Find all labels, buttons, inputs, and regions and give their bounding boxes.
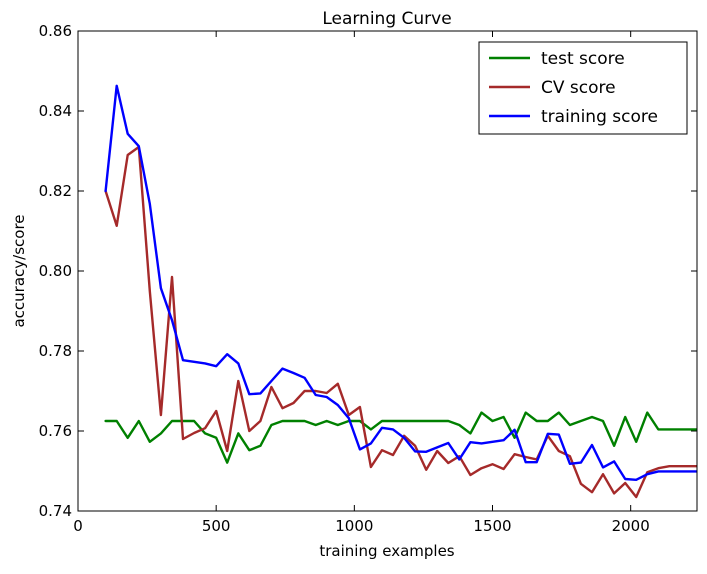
y-tick-label: 0.74	[39, 502, 72, 520]
y-tick-label: 0.82	[39, 182, 72, 200]
x-tick-label: 2000	[612, 517, 650, 535]
x-tick-label: 0	[73, 517, 83, 535]
series-lines	[104, 84, 697, 499]
series-line-test-score	[104, 411, 697, 464]
y-tick-label: 0.86	[39, 22, 72, 40]
y-tick-label: 0.80	[39, 262, 72, 280]
x-axis-label: training examples	[319, 542, 454, 560]
chart-title: Learning Curve	[322, 9, 451, 29]
y-tick-label: 0.76	[39, 422, 72, 440]
y-tick-label: 0.84	[39, 102, 72, 120]
series-line-cv-score	[104, 145, 697, 499]
plot-frame	[77, 30, 698, 512]
axis-ticks: 0 500 1000 1500 2000 0.74 0.76 0.78 0.80 0.82 0.84…	[39, 22, 697, 535]
legend-label: CV score	[541, 78, 616, 98]
x-tick-label: 1500	[473, 517, 511, 535]
legend-label: training score	[541, 107, 658, 127]
legend: test score CV score training score	[478, 41, 688, 135]
legend-label: test score	[541, 49, 625, 69]
x-tick-label: 500	[202, 517, 231, 535]
series-line-training-score	[104, 84, 697, 481]
y-tick-label: 0.78	[39, 342, 72, 360]
x-tick-label: 1000	[335, 517, 373, 535]
y-axis-label: accuracy/score	[10, 214, 28, 327]
